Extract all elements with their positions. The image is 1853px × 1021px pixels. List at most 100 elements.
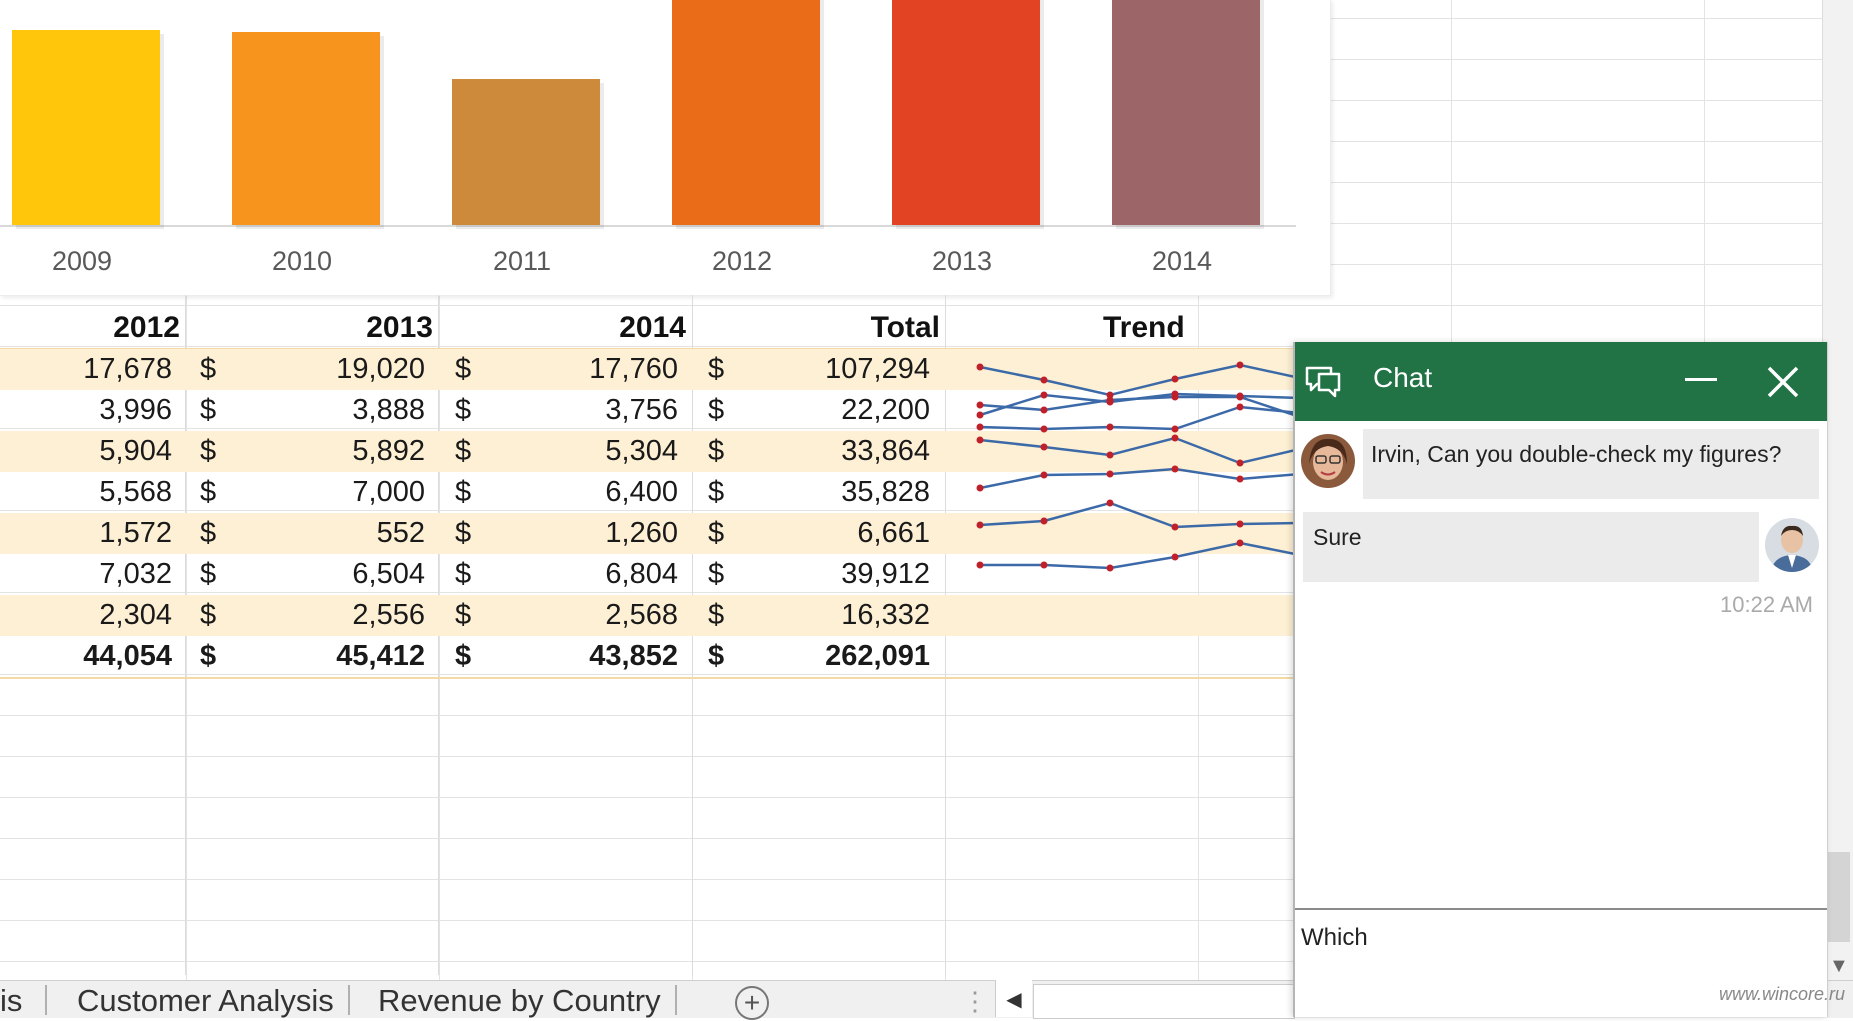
sparkline-marker <box>1040 406 1048 414</box>
currency-symbol[interactable]: $ <box>200 476 217 508</box>
cell-c2013[interactable]: 552 <box>376 517 425 549</box>
currency-symbol[interactable]: $ <box>708 353 725 385</box>
cell-c2013[interactable]: 45,412 <box>336 640 425 672</box>
header-2013[interactable]: 2013 <box>366 311 433 344</box>
chart-bar-2011[interactable] <box>452 79 600 225</box>
cell-c2013[interactable]: 6,504 <box>352 558 425 590</box>
chat-input-area[interactable] <box>1295 908 1827 1019</box>
header-2014[interactable]: 2014 <box>619 311 686 344</box>
cell-c2014[interactable]: 3,756 <box>605 394 678 426</box>
currency-symbol[interactable]: $ <box>200 640 217 672</box>
currency-symbol[interactable]: $ <box>708 517 725 549</box>
currency-symbol[interactable]: $ <box>200 353 217 385</box>
table-row: 1,572 $552 $1,260 $6,661 <box>0 513 1300 554</box>
cell-total[interactable]: 6,661 <box>857 517 930 549</box>
sparkline-marker <box>1171 553 1179 561</box>
cell-c2014[interactable]: 17,760 <box>589 353 678 385</box>
cell-c2014[interactable]: 6,400 <box>605 476 678 508</box>
chart-category-label: 2009 <box>52 246 112 276</box>
sparkline-marker <box>1236 393 1244 401</box>
cell-c2012[interactable]: 44,054 <box>83 640 172 672</box>
currency-symbol[interactable]: $ <box>200 435 217 467</box>
horizontal-scrollbar[interactable] <box>1033 984 1295 1019</box>
cell-c2014[interactable]: 6,804 <box>605 558 678 590</box>
currency-symbol[interactable]: $ <box>455 517 472 549</box>
cell-c2014[interactable]: 5,304 <box>605 435 678 467</box>
sheet-tab-partial[interactable]: is <box>0 983 23 1018</box>
tab-separator <box>348 985 350 1015</box>
add-sheet-icon[interactable]: + <box>735 986 769 1020</box>
cell-total[interactable]: 33,864 <box>841 435 930 467</box>
sheet-tab-customer-analysis[interactable]: Customer Analysis <box>77 983 334 1018</box>
scroll-down-arrow-icon[interactable]: ▼ <box>1829 955 1849 977</box>
tab-separator <box>675 985 677 1015</box>
tab-split-handle-icon[interactable]: ⋮ <box>962 986 988 1016</box>
sparkline-marker <box>1236 459 1244 467</box>
cell-total[interactable]: 22,200 <box>841 394 930 426</box>
cell-c2012[interactable]: 5,904 <box>99 435 172 467</box>
sparkline-marker <box>1236 403 1244 411</box>
currency-symbol[interactable]: $ <box>455 394 472 426</box>
chart-bar-2009[interactable] <box>12 30 160 225</box>
cell-c2014[interactable]: 43,852 <box>589 640 678 672</box>
header-2012[interactable]: 2012 <box>113 311 180 344</box>
scroll-left-arrow-icon[interactable]: ◀ <box>995 980 1032 1017</box>
currency-symbol[interactable]: $ <box>455 640 472 672</box>
cell-c2013[interactable]: 7,000 <box>352 476 425 508</box>
cell-c2012[interactable]: 5,568 <box>99 476 172 508</box>
currency-symbol[interactable]: $ <box>200 394 217 426</box>
cell-c2013[interactable]: 5,892 <box>352 435 425 467</box>
cell-total[interactable]: 16,332 <box>841 599 930 631</box>
chat-message-input[interactable] <box>1301 918 1801 958</box>
currency-symbol[interactable]: $ <box>455 435 472 467</box>
vertical-scroll-thumb[interactable] <box>1826 852 1850 942</box>
cell-c2012[interactable]: 2,304 <box>99 599 172 631</box>
sparkline-row-6 <box>979 467 1300 490</box>
chat-panel: Chat Irvin, Can you double-check my figu… <box>1293 342 1828 1017</box>
chart-bar-2012[interactable] <box>672 0 820 225</box>
cell-c2012[interactable]: 7,032 <box>99 558 172 590</box>
chart-category-label: 2010 <box>272 246 332 276</box>
currency-symbol[interactable]: $ <box>708 640 725 672</box>
chart-bar-2014[interactable] <box>1112 0 1260 225</box>
currency-symbol[interactable]: $ <box>200 599 217 631</box>
sparkline-marker <box>1106 564 1114 572</box>
header-total[interactable]: Total <box>870 311 940 344</box>
cell-c2014[interactable]: 2,568 <box>605 599 678 631</box>
chart-bar-2013[interactable] <box>892 0 1040 225</box>
trend-sparklines[interactable] <box>960 345 1300 675</box>
currency-symbol[interactable]: $ <box>455 476 472 508</box>
column-chart[interactable]: 2009 2010 2011 2012 2013 2014 <box>0 0 1331 296</box>
currency-symbol[interactable]: $ <box>708 476 725 508</box>
cell-c2014[interactable]: 1,260 <box>605 517 678 549</box>
sparkline-marker <box>1106 391 1114 399</box>
total-row: 44,054 $45,412 $43,852 $262,091 <box>0 636 1300 677</box>
sparkline-row-4 <box>979 405 1300 431</box>
cell-total[interactable]: 39,912 <box>841 558 930 590</box>
cell-c2013[interactable]: 3,888 <box>352 394 425 426</box>
cell-c2012[interactable]: 1,572 <box>99 517 172 549</box>
cell-c2012[interactable]: 3,996 <box>99 394 172 426</box>
cell-total[interactable]: 107,294 <box>825 353 930 385</box>
cell-c2013[interactable]: 19,020 <box>336 353 425 385</box>
chart-bar-2010[interactable] <box>232 32 380 225</box>
header-trend[interactable]: Trend <box>1103 311 1185 344</box>
currency-symbol[interactable]: $ <box>708 558 725 590</box>
currency-symbol[interactable]: $ <box>455 599 472 631</box>
currency-symbol[interactable]: $ <box>200 558 217 590</box>
close-icon[interactable] <box>1763 362 1803 402</box>
sparkline-marker <box>1171 425 1179 433</box>
cell-total[interactable]: 35,828 <box>841 476 930 508</box>
currency-symbol[interactable]: $ <box>200 517 217 549</box>
cell-total[interactable]: 262,091 <box>825 640 930 672</box>
cell-c2013[interactable]: 2,556 <box>352 599 425 631</box>
table-row: 7,032 $6,504 $6,804 $39,912 <box>0 554 1300 595</box>
cell-c2012[interactable]: 17,678 <box>83 353 172 385</box>
currency-symbol[interactable]: $ <box>455 353 472 385</box>
currency-symbol[interactable]: $ <box>455 558 472 590</box>
currency-symbol[interactable]: $ <box>708 599 725 631</box>
sheet-tab-revenue-by-country[interactable]: Revenue by Country <box>378 983 661 1018</box>
currency-symbol[interactable]: $ <box>708 435 725 467</box>
currency-symbol[interactable]: $ <box>708 394 725 426</box>
minimize-icon[interactable] <box>1685 378 1717 381</box>
